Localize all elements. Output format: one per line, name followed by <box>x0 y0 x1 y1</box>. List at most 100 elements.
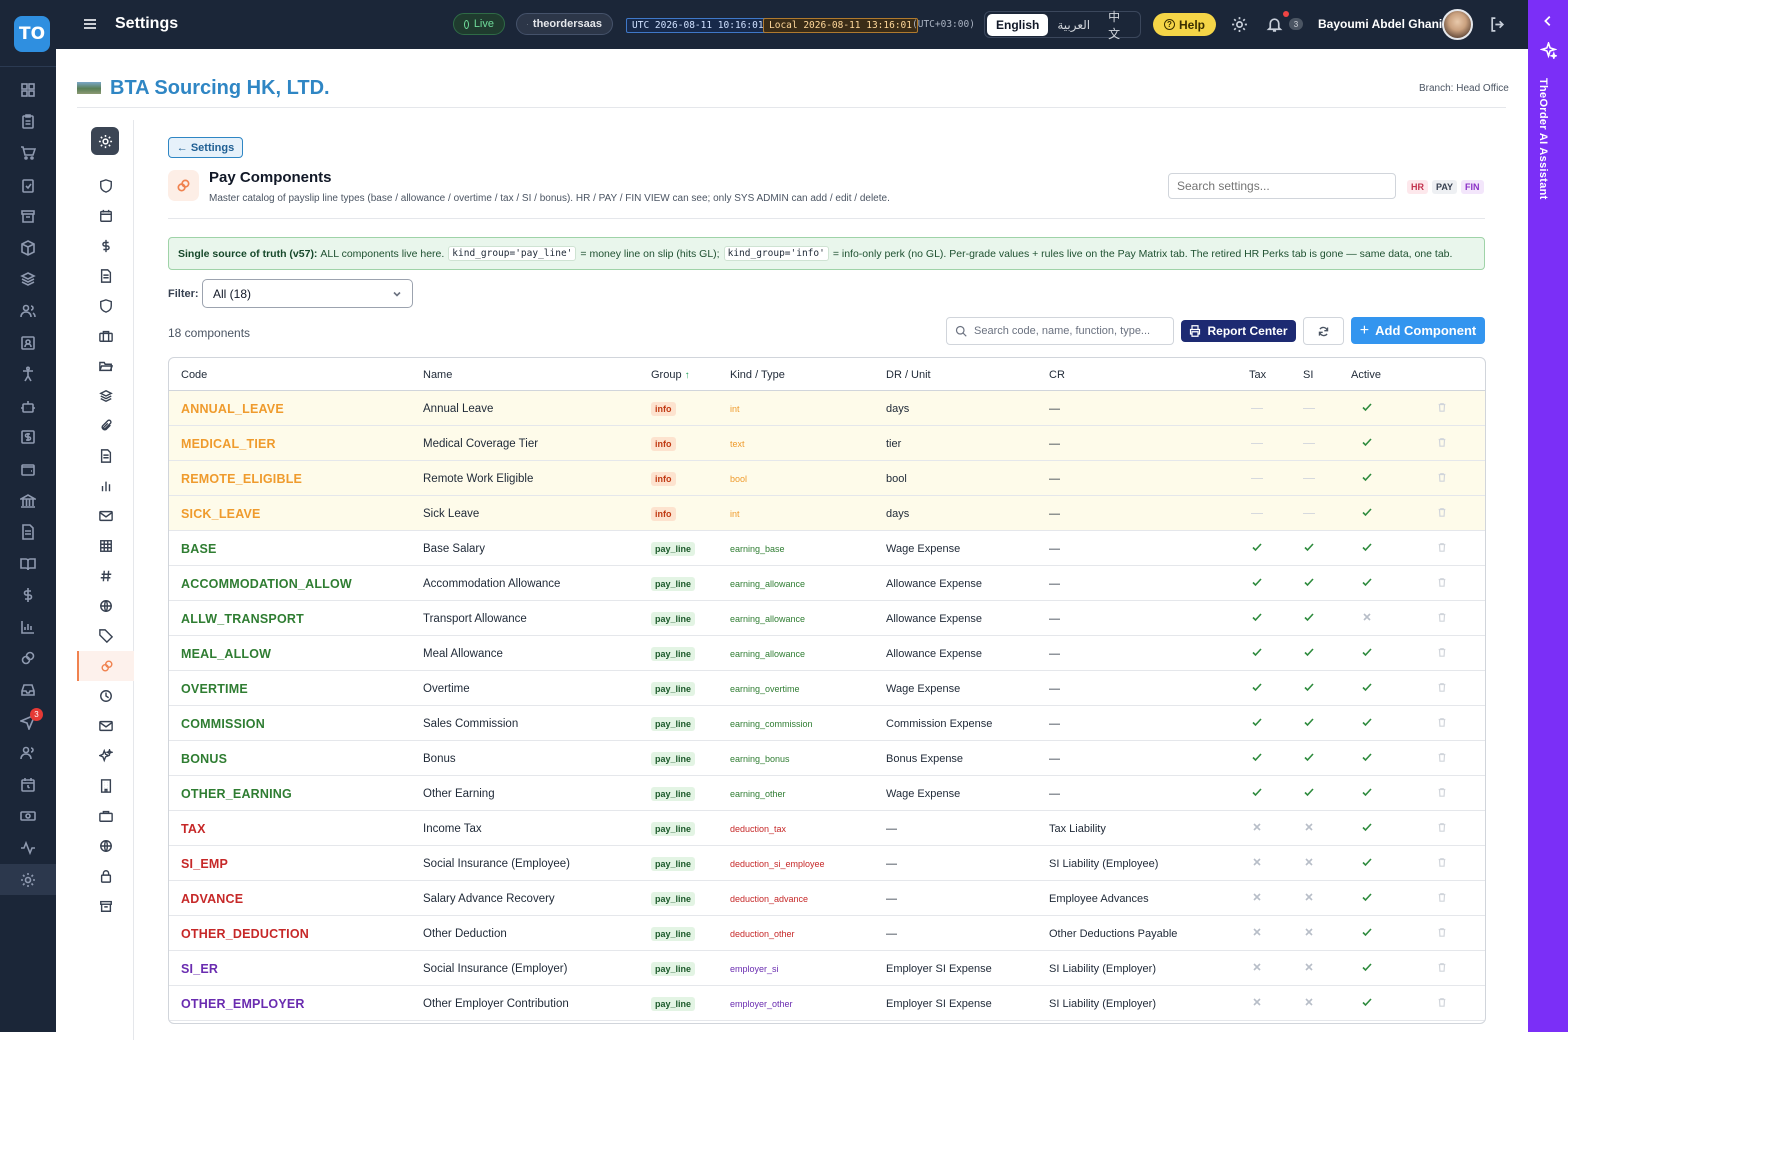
dollar-icon[interactable] <box>77 231 134 261</box>
bell-icon[interactable] <box>1266 16 1283 33</box>
table-row[interactable]: OTHER_EMPLOYER Other Employer Contributio… <box>169 986 1485 1021</box>
link-icon[interactable] <box>0 643 56 675</box>
ai-assistant-panel[interactable]: TheOrder AI Assistant <box>1528 0 1568 1032</box>
layers-icon[interactable] <box>0 264 56 296</box>
trash-icon[interactable] <box>1437 927 1447 940</box>
file-text-icon[interactable] <box>77 261 134 291</box>
clock-icon[interactable] <box>77 681 134 711</box>
bank-icon[interactable] <box>0 485 56 517</box>
table-row[interactable]: REMOTE_ELIGIBLE Remote Work Eligible info b… <box>169 461 1485 496</box>
lang-english[interactable]: English <box>987 13 1049 36</box>
inbox-icon[interactable] <box>0 674 56 706</box>
col-active[interactable]: Active <box>1351 369 1381 381</box>
trash-icon[interactable] <box>1437 752 1447 765</box>
calendar-clock-icon[interactable] <box>0 769 56 801</box>
dollar-doc-icon[interactable] <box>0 422 56 454</box>
col-group[interactable]: Group ↑ <box>651 369 690 381</box>
trash-icon[interactable] <box>1437 857 1447 870</box>
mail-icon[interactable] <box>77 501 134 531</box>
table-row[interactable]: ADVANCE Salary Advance Recovery pay_line de… <box>169 881 1485 916</box>
table-row[interactable]: OTHER_DEDUCTION Other Deduction pay_line de… <box>169 916 1485 951</box>
refresh-button[interactable] <box>1303 317 1344 345</box>
document-icon[interactable] <box>77 441 134 471</box>
trash-icon[interactable] <box>1437 577 1447 590</box>
lang-arabic[interactable]: العربية <box>1057 17 1091 32</box>
trash-icon[interactable] <box>1437 472 1447 485</box>
shield-icon[interactable] <box>77 171 134 201</box>
settings-home-gear-icon[interactable] <box>91 127 119 155</box>
table-row[interactable]: MEDICAL_TIER Medical Coverage Tier info tex… <box>169 426 1485 461</box>
paperclip-icon[interactable] <box>77 411 134 441</box>
clipboard-icon[interactable] <box>0 106 56 138</box>
report-center-button[interactable]: Report Center <box>1181 320 1296 342</box>
shield-outline-icon[interactable] <box>77 291 134 321</box>
trash-icon[interactable] <box>1437 997 1447 1010</box>
col-cr[interactable]: CR <box>1049 369 1065 381</box>
briefcase-icon[interactable] <box>77 321 134 351</box>
cart-icon[interactable] <box>0 137 56 169</box>
table-row[interactable]: SI_EMP Social Insurance (Employee) pay_lin… <box>169 846 1485 881</box>
document-icon[interactable] <box>0 516 56 548</box>
table-row[interactable]: ALLW_TRANSPORT Transport Allowance pay_lin… <box>169 601 1485 636</box>
send-icon[interactable]: 3 <box>0 706 56 738</box>
app-logo[interactable]: TO <box>14 16 50 52</box>
trash-icon[interactable] <box>1437 647 1447 660</box>
trash-icon[interactable] <box>1437 822 1447 835</box>
trash-icon[interactable] <box>1437 962 1447 975</box>
robot-icon[interactable] <box>0 390 56 422</box>
activity-icon[interactable] <box>0 832 56 864</box>
table-row[interactable]: BASE Base Salary pay_line earning_base Wage … <box>169 531 1485 566</box>
logout-icon[interactable] <box>1489 16 1506 33</box>
table-row[interactable]: COMMISSION Sales Commission pay_line earnin… <box>169 706 1485 741</box>
trash-icon[interactable] <box>1437 787 1447 800</box>
dashboard-icon[interactable] <box>0 74 56 106</box>
table-row[interactable]: ACCOMMODATION_ALLOW Accommodation Allowan… <box>169 566 1485 601</box>
filter-select[interactable]: All (18) <box>202 279 413 308</box>
col-kind[interactable]: Kind / Type <box>730 369 785 381</box>
col-code[interactable]: Code <box>181 369 208 381</box>
accessibility-icon[interactable] <box>0 358 56 390</box>
envelope-icon[interactable] <box>77 711 134 741</box>
trash-icon[interactable] <box>1437 892 1447 905</box>
briefcase-alt-icon[interactable] <box>77 801 134 831</box>
col-name[interactable]: Name <box>423 369 453 381</box>
col-si[interactable]: SI <box>1303 369 1314 381</box>
table-row[interactable]: ANNUAL_LEAVE Annual Leave info int days — <box>169 391 1485 426</box>
table-row[interactable]: SICK_LEAVE Sick Leave info int days — <box>169 496 1485 531</box>
wallet-icon[interactable] <box>0 453 56 485</box>
box-icon[interactable] <box>0 232 56 264</box>
back-to-settings-button[interactable]: ← Settings <box>168 137 243 158</box>
lang-chinese[interactable]: 中文 <box>1108 9 1121 41</box>
trash-icon[interactable] <box>1437 402 1447 415</box>
trash-icon[interactable] <box>1437 682 1447 695</box>
layers-icon[interactable] <box>77 381 134 411</box>
bar-chart-icon[interactable] <box>0 611 56 643</box>
table-row[interactable]: TAX Income Tax pay_line deduction_tax — Tax L… <box>169 811 1485 846</box>
book-icon[interactable] <box>0 548 56 580</box>
cash-icon[interactable] <box>0 801 56 833</box>
bar-chart-icon[interactable] <box>77 471 134 501</box>
table-row[interactable]: OVERTIME Overtime pay_line earning_overtime… <box>169 671 1485 706</box>
settings-gear-icon[interactable] <box>0 863 56 896</box>
archive-icon[interactable] <box>0 200 56 232</box>
team-icon[interactable] <box>0 737 56 769</box>
avatar[interactable] <box>1442 9 1473 40</box>
gear-icon[interactable] <box>1231 16 1248 33</box>
pay-components-link-icon[interactable] <box>77 651 134 681</box>
dollar-icon[interactable] <box>0 580 56 612</box>
settings-search-input[interactable] <box>1168 173 1396 199</box>
world-icon[interactable] <box>77 831 134 861</box>
user-name[interactable]: Bayoumi Abdel Ghani <box>1318 17 1443 31</box>
table-search-input[interactable]: Search code, name, function, type... <box>946 317 1174 345</box>
add-component-button[interactable]: + Add Component <box>1351 317 1485 344</box>
chevron-left-icon[interactable] <box>1541 14 1555 28</box>
trash-icon[interactable] <box>1437 612 1447 625</box>
lock-icon[interactable] <box>77 861 134 891</box>
tag-icon[interactable] <box>77 621 134 651</box>
calendar-icon[interactable] <box>77 201 134 231</box>
trash-icon[interactable] <box>1437 507 1447 520</box>
table-row[interactable]: BONUS Bonus pay_line earning_bonus Bonus Exp… <box>169 741 1485 776</box>
building-icon[interactable] <box>77 771 134 801</box>
globe-icon[interactable] <box>77 591 134 621</box>
hash-icon[interactable] <box>77 561 134 591</box>
